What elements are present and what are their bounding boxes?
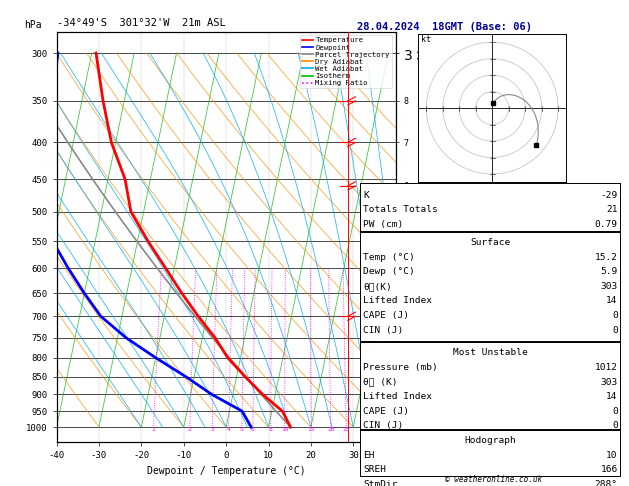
Text: 1012: 1012 — [594, 363, 618, 372]
Text: 0.79: 0.79 — [594, 220, 618, 229]
Text: 14: 14 — [606, 392, 618, 401]
Text: CAPE (J): CAPE (J) — [363, 407, 409, 416]
Text: StmDir: StmDir — [363, 480, 398, 486]
Text: 28.04.2024  18GMT (Base: 06): 28.04.2024 18GMT (Base: 06) — [357, 22, 532, 32]
Text: 14: 14 — [606, 296, 618, 306]
Text: CIN (J): CIN (J) — [363, 421, 403, 431]
Text: θᴛ(K): θᴛ(K) — [363, 282, 392, 291]
Text: 288°: 288° — [594, 480, 618, 486]
Text: 0: 0 — [612, 407, 618, 416]
Text: 25: 25 — [343, 427, 350, 432]
Text: K: K — [363, 191, 369, 200]
Text: hPa: hPa — [25, 19, 42, 30]
Text: kt: kt — [421, 35, 431, 44]
Text: 2: 2 — [188, 427, 192, 432]
Text: 21: 21 — [606, 205, 618, 214]
Text: LCL: LCL — [400, 380, 415, 388]
Text: CAPE (J): CAPE (J) — [363, 311, 409, 320]
Text: Pressure (mb): Pressure (mb) — [363, 363, 438, 372]
Text: Totals Totals: Totals Totals — [363, 205, 438, 214]
Text: Temp (°C): Temp (°C) — [363, 253, 415, 262]
Text: SREH: SREH — [363, 465, 386, 474]
Text: -34°49'S  301°32'W  21m ASL: -34°49'S 301°32'W 21m ASL — [57, 18, 225, 28]
Text: 10: 10 — [281, 427, 289, 432]
Text: 10: 10 — [606, 451, 618, 460]
Text: Lifted Index: Lifted Index — [363, 296, 432, 306]
Y-axis label: km
ASL: km ASL — [458, 227, 472, 246]
Text: Lifted Index: Lifted Index — [363, 392, 432, 401]
Text: 15: 15 — [308, 427, 315, 432]
Text: PW (cm): PW (cm) — [363, 220, 403, 229]
X-axis label: Dewpoint / Temperature (°C): Dewpoint / Temperature (°C) — [147, 466, 306, 476]
Text: © weatheronline.co.uk: © weatheronline.co.uk — [445, 474, 542, 484]
Text: 15.2: 15.2 — [594, 253, 618, 262]
Text: Surface: Surface — [470, 238, 510, 247]
Text: 5: 5 — [240, 427, 244, 432]
Text: EH: EH — [363, 451, 374, 460]
Text: CIN (J): CIN (J) — [363, 326, 403, 335]
Text: -29: -29 — [601, 191, 618, 200]
Text: θᴛ (K): θᴛ (K) — [363, 378, 398, 387]
Text: Most Unstable: Most Unstable — [453, 348, 528, 358]
Text: 0: 0 — [612, 326, 618, 335]
Text: 0: 0 — [612, 421, 618, 431]
Text: 166: 166 — [601, 465, 618, 474]
Text: 0: 0 — [612, 311, 618, 320]
Text: 4: 4 — [227, 427, 231, 432]
Text: Hodograph: Hodograph — [464, 436, 516, 445]
Text: 6: 6 — [251, 427, 255, 432]
Text: 20: 20 — [327, 427, 335, 432]
Text: 8: 8 — [269, 427, 272, 432]
Text: Dewp (°C): Dewp (°C) — [363, 267, 415, 277]
Legend: Temperature, Dewpoint, Parcel Trajectory, Dry Adiabat, Wet Adiabat, Isotherm, Mi: Temperature, Dewpoint, Parcel Trajectory… — [300, 35, 392, 88]
Text: 3: 3 — [210, 427, 214, 432]
Text: 1: 1 — [152, 427, 155, 432]
Text: 5.9: 5.9 — [601, 267, 618, 277]
Text: 303: 303 — [601, 378, 618, 387]
Text: 303: 303 — [601, 282, 618, 291]
